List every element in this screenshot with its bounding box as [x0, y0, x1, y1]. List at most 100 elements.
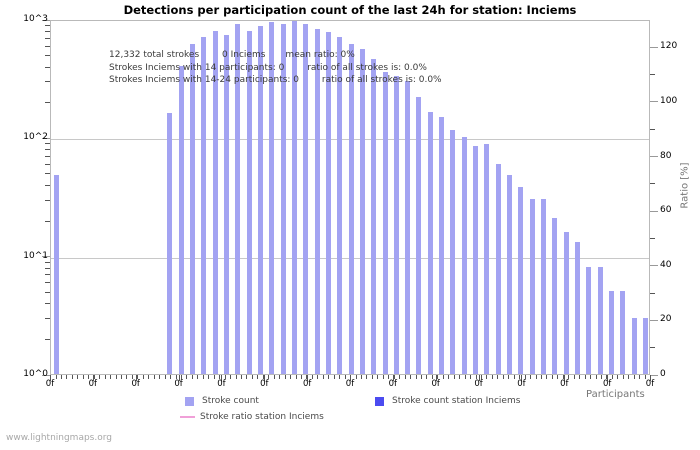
x-axis-minor-tick [137, 375, 139, 379]
bar [608, 291, 614, 374]
bar [54, 175, 60, 374]
x-axis-minor-tick [486, 375, 488, 379]
y-axis-minor-tick-right [650, 237, 655, 239]
x-axis-minor-tick [55, 375, 57, 379]
x-axis-minor-tick [524, 375, 526, 379]
bar [631, 317, 637, 374]
legend-item-stroke-count[interactable]: Stroke count [185, 396, 259, 406]
y-axis-minor-tick-left [45, 66, 50, 68]
legend-item-stroke-count-station[interactable]: Stroke count station Inciems [375, 396, 520, 406]
y-axis-label-right: 120 [660, 41, 678, 52]
x-axis-title: Participants [586, 389, 645, 400]
x-axis-tick [521, 375, 523, 381]
x-axis-minor-tick [317, 375, 319, 379]
x-axis-minor-tick [600, 375, 602, 379]
x-axis-minor-tick [164, 375, 166, 379]
x-axis-minor-tick [557, 375, 559, 379]
x-axis-minor-tick [519, 375, 521, 379]
x-axis-label: 0f [602, 379, 612, 389]
x-axis-tick [50, 375, 51, 381]
x-axis-minor-tick [388, 375, 390, 379]
y-axis-minor-tick-left [45, 184, 50, 186]
x-axis-minor-tick [540, 375, 542, 379]
x-axis-minor-tick [513, 375, 515, 379]
y-axis-label-right: 40 [660, 259, 672, 270]
plot-area: 12,332 total strokes 0 Inciems mean rati… [50, 20, 650, 375]
bar [167, 113, 173, 374]
y-axis-tick-right [650, 265, 658, 267]
x-axis-minor-tick [104, 375, 106, 379]
x-axis-minor-tick [66, 375, 68, 379]
x-axis-minor-tick [213, 375, 215, 379]
bar [359, 48, 365, 374]
x-axis-minor-tick [60, 375, 62, 379]
bar [518, 187, 524, 374]
bar [337, 37, 343, 374]
y-axis-minor-tick-left [45, 173, 50, 175]
x-axis-minor-tick [131, 375, 133, 379]
x-axis-minor-tick [497, 375, 499, 379]
x-axis-minor-tick [420, 375, 422, 379]
x-axis-minor-tick [290, 375, 291, 379]
y-axis-label-left: 10^1 [23, 250, 48, 261]
x-axis-minor-tick [339, 375, 341, 379]
bar [235, 24, 241, 374]
x-axis-minor-tick [611, 375, 613, 379]
bar [586, 267, 592, 374]
y-axis-minor-tick-left [45, 149, 50, 151]
y-axis-minor-tick-left [45, 81, 50, 83]
x-axis-minor-tick [82, 375, 84, 379]
bar [269, 21, 275, 374]
x-axis-minor-tick [268, 375, 270, 379]
x-axis-minor-tick [110, 375, 111, 379]
x-axis-minor-tick [508, 375, 510, 379]
legend-swatch-stroke-count [185, 396, 194, 406]
x-axis-minor-tick [322, 375, 324, 379]
bar [597, 267, 603, 374]
y-axis-tick-right [650, 210, 658, 212]
bar [291, 21, 297, 374]
x-axis-minor-tick [639, 375, 641, 379]
x-axis-minor-tick [437, 375, 439, 379]
bar [190, 43, 195, 374]
bar [393, 76, 399, 374]
y-axis-label-right: 80 [660, 150, 672, 161]
x-axis-minor-tick [77, 375, 79, 379]
y-axis-minor-tick-right [650, 183, 655, 185]
bar [280, 24, 286, 374]
y-axis-minor-tick-right [650, 74, 655, 76]
y-axis-minor-tick-left [45, 338, 50, 340]
y-axis-minor-tick-left [45, 318, 50, 320]
x-axis-tick [264, 375, 266, 381]
y-axis-minor-tick-left [45, 303, 50, 305]
legend-item-stroke-ratio-station[interactable]: Stroke ratio station Inciems [180, 412, 324, 422]
x-axis-minor-tick [230, 375, 231, 379]
y-axis-minor-tick-left [45, 156, 50, 158]
x-axis-label: 0f [474, 379, 483, 389]
x-axis-minor-tick [622, 375, 624, 379]
x-axis-minor-tick [180, 375, 182, 379]
x-axis-minor-tick [148, 375, 150, 379]
bars-layer [51, 21, 649, 374]
x-axis-minor-tick [344, 375, 346, 379]
x-axis-minor-tick [175, 375, 177, 379]
y-axis-tick-right [650, 46, 658, 48]
y-axis-title-left: Count [0, 170, 3, 201]
x-axis-tick [135, 375, 137, 381]
bar [484, 143, 490, 374]
x-axis-minor-tick [257, 375, 259, 379]
y-axis-minor-tick-left [45, 220, 50, 222]
x-axis-label: 0f [431, 379, 440, 389]
x-axis-minor-tick [415, 375, 417, 379]
x-axis-minor-tick [470, 375, 471, 379]
bar [303, 24, 309, 374]
bar [620, 291, 626, 374]
x-axis-minor-tick [170, 375, 171, 379]
x-axis-minor-tick [202, 375, 204, 379]
x-axis-minor-tick [371, 375, 373, 379]
x-axis-minor-tick [404, 375, 406, 379]
x-axis-tick [478, 375, 480, 381]
x-axis-minor-tick [355, 375, 357, 379]
y-axis-tick-left [42, 256, 50, 258]
x-axis-minor-tick [71, 375, 73, 379]
